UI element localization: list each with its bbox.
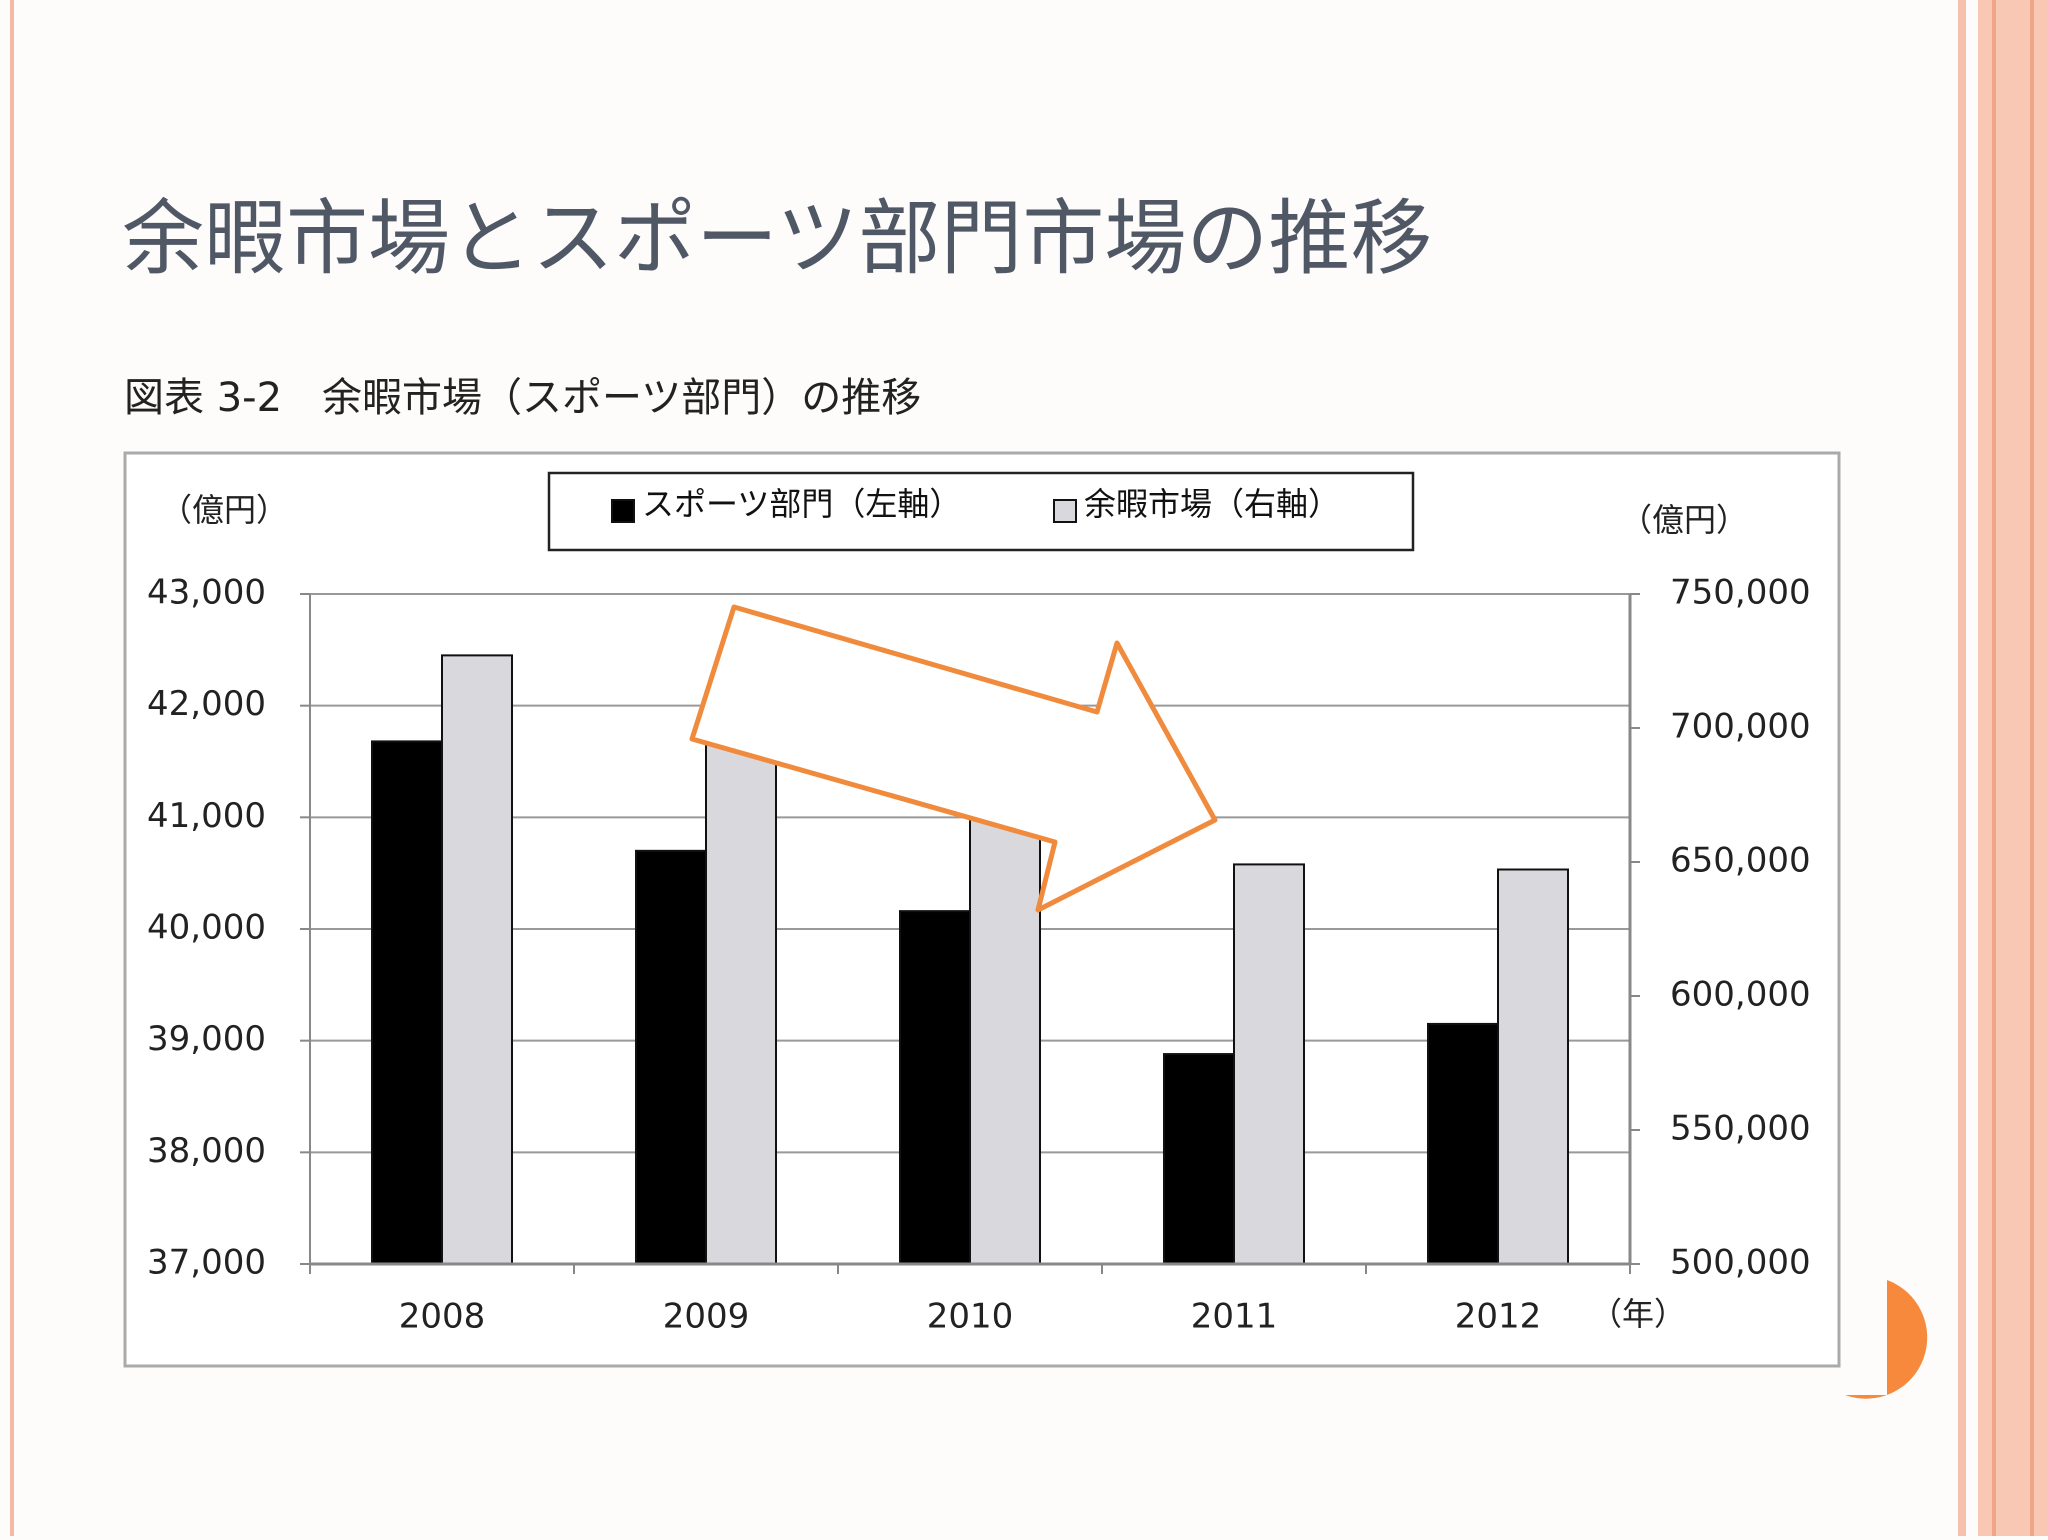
x-tick-label: 2011 bbox=[1191, 1297, 1278, 1337]
legend-label: 余暇市場（右軸） bbox=[1084, 485, 1340, 523]
legend bbox=[547, 471, 1415, 552]
left-border bbox=[10, 0, 14, 1536]
y2-tick-label: 600,000 bbox=[1670, 975, 1811, 1015]
x-tick-label: 2012 bbox=[1455, 1297, 1542, 1337]
chart-title: 図表 3-2 余暇市場（スポーツ部門）の推移 bbox=[124, 375, 921, 421]
legend-swatch bbox=[611, 499, 635, 523]
bar bbox=[635, 849, 707, 1265]
y2-tick-label: 750,000 bbox=[1670, 573, 1811, 613]
y-tick-label: 42,000 bbox=[147, 684, 266, 724]
y2-axis-label: （億円） bbox=[1620, 501, 1748, 539]
decor-circle bbox=[1845, 1280, 1928, 1399]
bar bbox=[1233, 863, 1305, 1265]
slide-title: 余暇市場とスポーツ部門市場の推移 bbox=[122, 191, 1432, 286]
bar bbox=[1163, 1053, 1235, 1265]
y2-tick-label: 500,000 bbox=[1670, 1243, 1811, 1283]
bar bbox=[899, 910, 971, 1266]
right-stripe bbox=[1958, 0, 1966, 1536]
y-tick-label: 38,000 bbox=[147, 1131, 266, 1171]
x-tick-label: 2009 bbox=[663, 1297, 750, 1337]
bar bbox=[1497, 868, 1569, 1266]
y2-tick-label: 550,000 bbox=[1670, 1109, 1811, 1149]
bar bbox=[371, 740, 443, 1265]
right-band bbox=[1978, 0, 2048, 1536]
x-axis-label: （年） bbox=[1590, 1295, 1686, 1333]
bar bbox=[705, 727, 777, 1265]
y-tick-label: 37,000 bbox=[147, 1243, 266, 1283]
legend-swatch bbox=[1053, 499, 1077, 523]
x-tick-label: 2008 bbox=[399, 1297, 486, 1337]
legend-label: スポーツ部門（左軸） bbox=[642, 485, 961, 523]
plot: 37,000 38,000 39,000 40,000 41,000 42,000 43,0… bbox=[147, 485, 1811, 1337]
y-tick-label: 43,000 bbox=[147, 573, 266, 613]
bar bbox=[1427, 1022, 1499, 1266]
bar bbox=[441, 654, 513, 1265]
x-tick-label: 2010 bbox=[927, 1297, 1014, 1337]
y-tick-label: 40,000 bbox=[147, 908, 266, 948]
y2-tick-label: 650,000 bbox=[1670, 841, 1811, 881]
y-axis-label: （億円） bbox=[160, 491, 288, 529]
trend-arrow bbox=[689, 604, 1218, 913]
y-tick-label: 39,000 bbox=[147, 1019, 266, 1059]
y2-tick-label: 700,000 bbox=[1670, 707, 1811, 747]
y-tick-label: 41,000 bbox=[147, 796, 266, 836]
bar bbox=[969, 780, 1041, 1265]
right-line bbox=[1992, 0, 1996, 1536]
right-line bbox=[2030, 0, 2034, 1536]
